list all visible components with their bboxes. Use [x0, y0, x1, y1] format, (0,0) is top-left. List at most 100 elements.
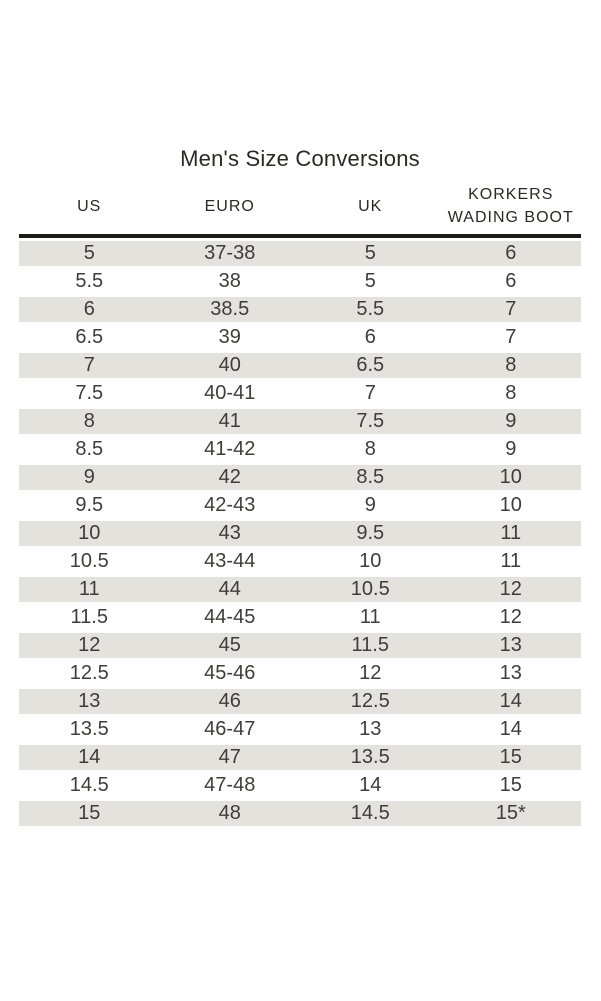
table-cell: 12 [440, 577, 581, 602]
table-cell: 11 [359, 606, 381, 628]
table-cell: 9 [505, 438, 517, 460]
table-cell: 7 [19, 353, 160, 378]
column-header: EURO [160, 195, 301, 218]
column-header-line: EURO [204, 197, 255, 215]
table-cell: 7 [440, 297, 581, 322]
table-cell: 9 [440, 409, 581, 434]
table-cell: 48 [159, 801, 300, 826]
table-cell: 40-41 [204, 382, 256, 404]
table-cell: 8 [505, 382, 517, 404]
table-row: 8.5 41-42 8 9 [19, 437, 581, 462]
column-header-line: KORKERS [468, 186, 554, 203]
column-header: KORKERS WADING BOOT [441, 183, 582, 229]
table-cell: 10 [440, 465, 581, 490]
table-cell: 7.5 [300, 409, 441, 434]
column-header: UK [300, 195, 441, 218]
table-cell: 45 [159, 633, 300, 658]
table-row: 9.5 42-43 9 10 [19, 493, 581, 518]
table-cell: 12 [19, 633, 160, 658]
column-header: US [19, 195, 160, 218]
table-cell: 8.5 [75, 438, 104, 460]
table-cell: 42-43 [204, 494, 256, 516]
table-row: 13 46 12.5 14 [19, 689, 581, 714]
table-cell: 10 [359, 550, 382, 572]
table-cell: 15 [499, 774, 522, 796]
table-cell: 40 [159, 353, 300, 378]
table-cell: 13.5 [300, 745, 441, 770]
table-cell: 13 [359, 718, 382, 740]
table-cell: 14 [19, 745, 160, 770]
table-row: 6.5 39 6 7 [19, 325, 581, 350]
table-cell: 6 [364, 326, 376, 348]
table-row: 13.5 46-47 13 14 [19, 717, 581, 742]
table-row: 12.5 45-46 12 13 [19, 661, 581, 686]
table-row: 6 38.5 5.5 7 [19, 297, 581, 322]
table-row: 11 44 10.5 12 [19, 577, 581, 602]
table-cell: 47 [159, 745, 300, 770]
table-cell: 9 [364, 494, 376, 516]
table-cell: 6.5 [300, 353, 441, 378]
table-cell: 43 [159, 521, 300, 546]
table-cell: 5 [300, 241, 441, 266]
table-cell: 10 [499, 494, 522, 516]
table-cell: 9.5 [75, 494, 104, 516]
table-row: 7 40 6.5 8 [19, 353, 581, 378]
page-title: Men's Size Conversions [180, 146, 420, 171]
table-cell: 41 [159, 409, 300, 434]
table-cell: 12 [359, 662, 382, 684]
table-cell: 7 [505, 326, 517, 348]
table-cell: 39 [218, 326, 241, 348]
table-row: 7.5 40-41 7 8 [19, 381, 581, 406]
table-cell: 8 [440, 353, 581, 378]
table-cell: 37-38 [159, 241, 300, 266]
table-cell: 7.5 [75, 382, 104, 404]
table-cell: 5.5 [300, 297, 441, 322]
column-header-line: US [77, 197, 102, 215]
table-header-row: US EURO UK KORKERS WADING BOOT [19, 183, 581, 238]
table-row: 8 41 7.5 9 [19, 409, 581, 434]
table-cell: 6.5 [75, 326, 104, 348]
table-cell: 9 [19, 465, 160, 490]
table-cell: 9.5 [300, 521, 441, 546]
table-cell: 14.5 [300, 801, 441, 826]
table-cell: 6 [505, 270, 517, 292]
table-cell: 13 [499, 662, 522, 684]
column-header-line: WADING BOOT [447, 209, 574, 226]
table-cell: 15 [19, 801, 160, 826]
table-cell: 42 [159, 465, 300, 490]
table-cell: 13 [19, 689, 160, 714]
table-cell: 14.5 [69, 774, 109, 796]
table-cell: 10.5 [300, 577, 441, 602]
table-cell: 15* [440, 801, 581, 826]
table-cell: 14 [359, 774, 382, 796]
table-cell: 44-45 [204, 606, 256, 628]
table-row: 11.5 44-45 11 12 [19, 605, 581, 630]
table-cell: 5 [19, 241, 160, 266]
table-cell: 8.5 [300, 465, 441, 490]
table-row: 10.5 43-44 10 11 [19, 549, 581, 574]
size-conversion-table: 5 37-38 5 6 5.5 38 5 6 6 38.5 5.5 7 6.5 39 6 7 7 40 6.5 8 7.… [19, 238, 581, 829]
table-cell: 11.5 [70, 606, 108, 628]
table-cell: 11 [440, 521, 581, 546]
table-cell: 44 [159, 577, 300, 602]
table-cell: 13.5 [69, 718, 109, 740]
table-row: 5.5 38 5 6 [19, 269, 581, 294]
table-row: 15 48 14.5 15* [19, 801, 581, 826]
table-cell: 41-42 [204, 438, 256, 460]
table-cell: 38.5 [159, 297, 300, 322]
table-cell: 5.5 [75, 270, 104, 292]
table-cell: 43-44 [204, 550, 256, 572]
table-cell: 38 [218, 270, 241, 292]
table-row: 14.5 47-48 14 15 [19, 773, 581, 798]
table-cell: 14 [440, 689, 581, 714]
table-row: 14 47 13.5 15 [19, 745, 581, 770]
table-cell: 11.5 [300, 633, 441, 658]
table-cell: 11 [19, 577, 160, 602]
table-cell: 10.5 [69, 550, 109, 572]
table-cell: 6 [19, 297, 160, 322]
table-cell: 5 [364, 270, 376, 292]
table-row: 12 45 11.5 13 [19, 633, 581, 658]
table-row: 10 43 9.5 11 [19, 521, 581, 546]
table-cell: 15 [440, 745, 581, 770]
